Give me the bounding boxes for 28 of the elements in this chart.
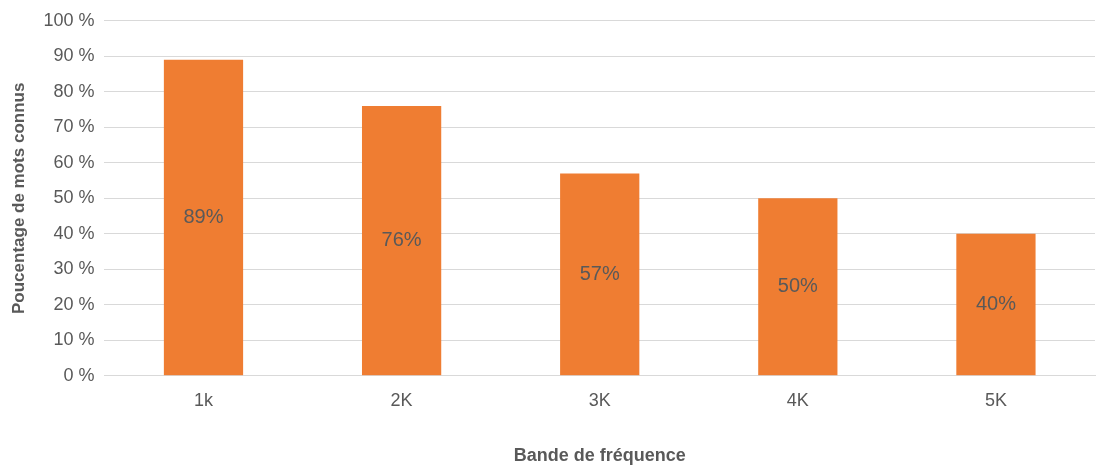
y-tick-label: 70 % xyxy=(53,116,95,137)
x-tick-label: 4K xyxy=(786,389,809,410)
y-tick-label: 50 % xyxy=(53,187,95,208)
x-axis-title: Bande de fréquence xyxy=(513,445,686,466)
x-tick-label: 2K xyxy=(390,389,413,410)
y-tick-label: 100 % xyxy=(43,9,95,30)
y-axis-title: Poucentage de mots connus xyxy=(8,82,28,315)
bar xyxy=(560,173,640,376)
data-label: 50% xyxy=(777,274,819,297)
bar xyxy=(163,59,244,376)
data-label: 89% xyxy=(183,205,224,228)
data-label: 40% xyxy=(975,292,1017,315)
y-tick-label: 10 % xyxy=(53,329,95,350)
y-tick-label: 40 % xyxy=(53,222,95,243)
y-tick-label: 0 % xyxy=(63,364,95,385)
x-tick-label: 1k xyxy=(193,389,214,410)
y-tick-label: 80 % xyxy=(53,80,95,101)
y-tick-label: 20 % xyxy=(53,293,95,314)
bar xyxy=(758,198,838,376)
y-tick-label: 30 % xyxy=(53,258,95,279)
data-label: 76% xyxy=(381,228,422,251)
y-tick-label: 90 % xyxy=(53,45,95,66)
x-tick-label: 3K xyxy=(588,389,611,410)
bar xyxy=(956,233,1036,376)
y-tick-label: 60 % xyxy=(53,151,95,172)
bar xyxy=(361,106,442,376)
x-tick-label: 5K xyxy=(984,389,1007,410)
data-label: 57% xyxy=(579,261,620,284)
